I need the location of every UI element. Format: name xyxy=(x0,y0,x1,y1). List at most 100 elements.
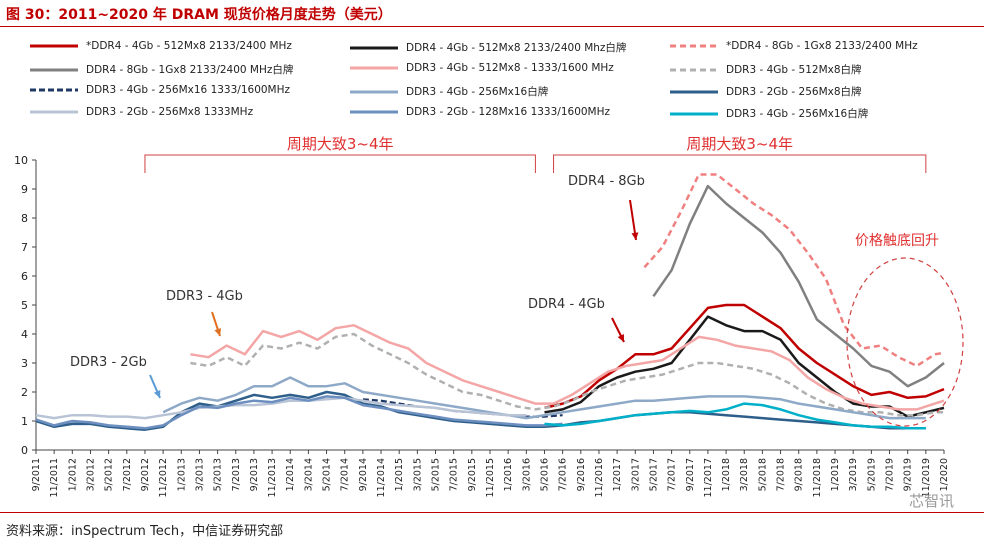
x-tick-label: 5/2012 xyxy=(104,458,115,491)
rebound-ellipse xyxy=(846,257,964,427)
x-tick-label: 1/2016 xyxy=(503,458,514,491)
x-tick-label: 11/2019 xyxy=(921,458,932,497)
legend-swatch xyxy=(670,44,718,48)
series-line-10 xyxy=(35,396,527,420)
callout-arrowhead-4 xyxy=(153,390,161,398)
x-tick-label: 11/2014 xyxy=(376,458,387,497)
legend-swatch xyxy=(30,88,78,92)
y-tick-label: 3 xyxy=(21,357,28,370)
x-tick-label: 3/2018 xyxy=(739,458,750,491)
legend-label: DDR3 - 2Gb - 256Mx8 1333MHz xyxy=(86,106,254,118)
x-tick-label: 3/2016 xyxy=(521,458,532,491)
x-tick-label: 7/2017 xyxy=(667,458,678,491)
series-line-12 xyxy=(544,402,926,430)
x-tick-label: 11/2015 xyxy=(485,458,496,497)
series-line-3 xyxy=(643,173,945,368)
x-tick-label: 5/2017 xyxy=(648,458,659,491)
x-tick-label: 1/2017 xyxy=(612,458,623,491)
chart-legend: *DDR4 - 4Gb - 512Mx8 2133/2400 MHz DDR4 -… xyxy=(28,40,978,132)
x-tick-label: 3/2014 xyxy=(303,458,314,491)
x-tick-label: 9/2018 xyxy=(794,458,805,491)
legend-item-5: DDR3 - 4Gb - 512Mx8 - 1333/1600 MHz xyxy=(348,62,614,74)
callout-label-1: DDR4 - 8Gb xyxy=(568,174,645,189)
x-tick-label: 5/2013 xyxy=(213,458,224,491)
series-line-5 xyxy=(190,324,945,411)
series-line-4 xyxy=(652,184,945,388)
legend-label: DDR3 - 4Gb - 256Mx16 1333/1600MHz xyxy=(86,84,291,96)
legend-swatch xyxy=(670,90,718,93)
x-tick-label: 9/2012 xyxy=(140,458,151,491)
x-tick-label: 11/2017 xyxy=(703,458,714,497)
legend-label: *DDR4 - 8Gb - 1Gx8 2133/2400 MHz xyxy=(726,40,918,52)
legend-item-1: *DDR4 - 4Gb - 512Mx8 2133/2400 MHz xyxy=(28,40,292,52)
legend-item-12: DDR3 - 4Gb - 256Mx16白牌 xyxy=(668,106,868,121)
cycle-annotation-1: 周期大致3~4年 xyxy=(287,135,394,153)
y-tick-label: 4 xyxy=(21,328,28,341)
legend-swatch xyxy=(30,68,78,71)
legend-item-6: DDR3 - 4Gb - 512Mx8白牌 xyxy=(668,62,862,77)
x-tick-label: 3/2015 xyxy=(412,458,423,491)
cycle-bracket xyxy=(553,154,927,173)
x-tick-label: 7/2019 xyxy=(885,458,896,491)
series-line-6 xyxy=(190,332,944,417)
legend-item-9: DDR3 - 2Gb - 256Mx8白牌 xyxy=(668,84,862,99)
y-tick-label: 7 xyxy=(21,241,28,254)
x-tick-label: 1/2012 xyxy=(67,458,78,491)
series-line-1 xyxy=(544,303,945,410)
x-tick-label: 7/2013 xyxy=(231,458,242,491)
legend-item-4: DDR4 - 8Gb - 1Gx8 2133/2400 MHz白牌 xyxy=(28,62,293,77)
x-tick-label: 9/2017 xyxy=(685,458,696,491)
legend-swatch xyxy=(350,46,398,49)
legend-swatch xyxy=(30,110,78,114)
x-tick-label: 7/2014 xyxy=(340,458,351,491)
legend-label: DDR4 - 4Gb - 512Mx8 2133/2400 Mhz白牌 xyxy=(406,42,627,54)
series-line-11 xyxy=(35,395,563,430)
y-tick-label: 6 xyxy=(21,270,28,283)
x-tick-label: 5/2015 xyxy=(431,458,442,491)
x-tick-label: 5/2014 xyxy=(322,458,333,491)
callout-arrowhead-1 xyxy=(631,232,639,240)
x-tick-label: 5/2018 xyxy=(757,458,768,491)
legend-item-10: DDR3 - 2Gb - 256Mx8 1333MHz xyxy=(28,106,253,118)
legend-label: DDR3 - 2Gb - 128Mx16 1333/1600MHz xyxy=(406,106,611,118)
x-tick-label: 3/2012 xyxy=(85,458,96,491)
x-tick-label: 11/2012 xyxy=(158,458,169,497)
x-tick-label: 11/2011 xyxy=(49,458,60,497)
legend-label: DDR3 - 2Gb - 256Mx8白牌 xyxy=(726,86,862,98)
x-tick-label: 9/2016 xyxy=(576,458,587,491)
cycle-annotation-2: 周期大致3~4年 xyxy=(686,135,793,153)
title-divider xyxy=(0,26,984,27)
x-tick-label: 9/2015 xyxy=(467,458,478,491)
series-line-8 xyxy=(162,376,926,420)
x-tick-label: 7/2015 xyxy=(449,458,460,491)
legend-label: DDR4 - 8Gb - 1Gx8 2133/2400 MHz白牌 xyxy=(86,64,294,76)
x-tick-label: 11/2016 xyxy=(594,458,605,497)
legend-item-7: DDR3 - 4Gb - 256Mx16 1333/1600MHz xyxy=(28,84,290,96)
legend-label: DDR3 - 4Gb - 256Mx16白牌 xyxy=(726,108,869,120)
x-tick-label: 3/2017 xyxy=(630,458,641,491)
y-tick-label: 1 xyxy=(21,415,28,428)
x-tick-label: 5/2019 xyxy=(866,458,877,491)
y-tick-label: 8 xyxy=(21,212,28,225)
figure-title: 图 30：2011~2020 年 DRAM 现货价格月度走势（美元） xyxy=(6,7,392,23)
callout-arrowhead-2 xyxy=(617,334,624,342)
x-tick-label: 7/2018 xyxy=(776,458,787,491)
footer-divider xyxy=(0,512,984,513)
source-note: 资料来源：inSpectrum Tech，中信证券研究部 xyxy=(6,524,284,539)
callout-label-2: DDR4 - 4Gb xyxy=(528,297,605,312)
legend-item-11: DDR3 - 2Gb - 128Mx16 1333/1600MHz xyxy=(348,106,610,118)
x-tick-label: 3/2019 xyxy=(848,458,859,491)
legend-swatch xyxy=(350,66,398,70)
watermark: 芯智讯 xyxy=(908,492,954,510)
callout-label-4: DDR3 - 2Gb xyxy=(70,355,147,370)
callout-arrowhead-3 xyxy=(214,328,222,336)
legend-item-3: *DDR4 - 8Gb - 1Gx8 2133/2400 MHz xyxy=(668,40,918,52)
y-tick-label: 5 xyxy=(21,299,28,312)
x-tick-label: 9/2011 xyxy=(31,458,42,491)
callout-label-3: DDR3 - 4Gb xyxy=(166,289,243,304)
legend-swatch xyxy=(350,110,398,114)
y-tick-label: 0 xyxy=(21,444,28,457)
x-tick-label: 11/2018 xyxy=(812,458,823,497)
legend-label: *DDR4 - 4Gb - 512Mx8 2133/2400 MHz xyxy=(86,40,292,52)
x-tick-label: 3/2013 xyxy=(194,458,205,491)
